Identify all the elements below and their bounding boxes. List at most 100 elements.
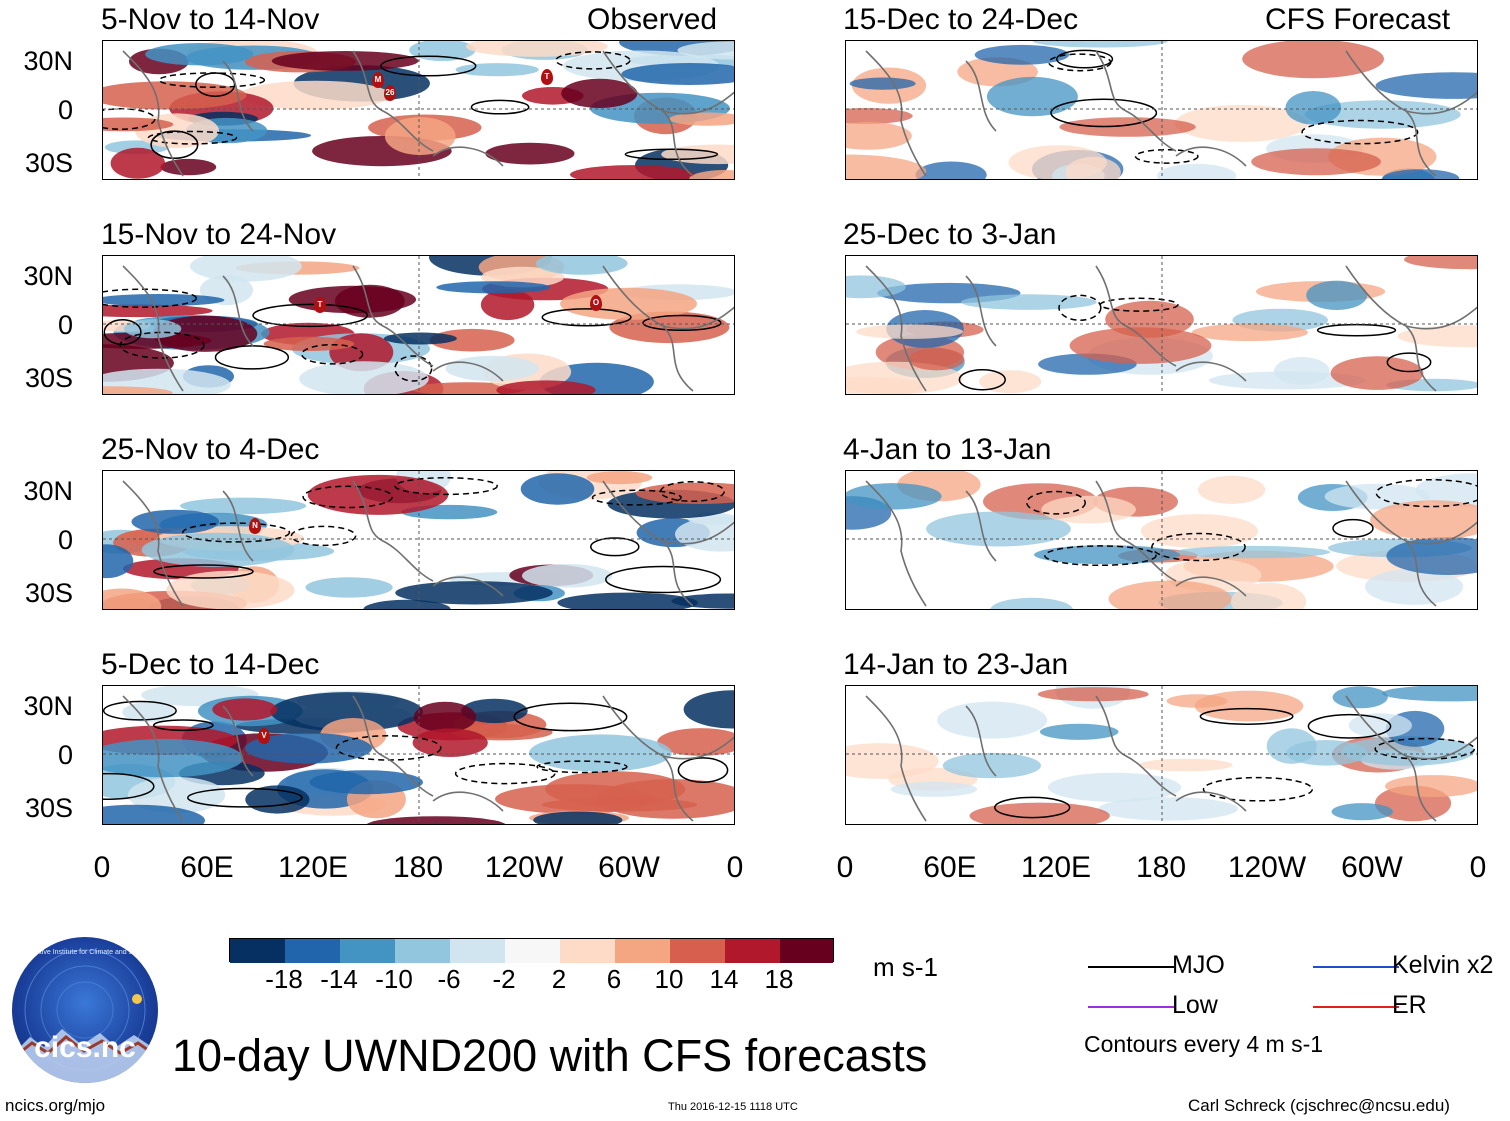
anomaly-blob <box>103 544 134 579</box>
colorbar-tick: -2 <box>492 964 516 994</box>
panel-5-title: 15-Dec to 24-Dec <box>843 3 1079 36</box>
mjo-contour <box>1307 713 1392 739</box>
anomaly-blob <box>103 386 173 394</box>
anomaly-blob <box>1365 568 1464 605</box>
anomaly-blob <box>1039 723 1119 740</box>
coastline <box>865 50 927 177</box>
colorbar-cell <box>395 939 450 963</box>
anomaly-blob <box>110 147 165 179</box>
mjo-contour <box>555 51 631 70</box>
timestamp: Thu 2016-12-15 1118 UTC <box>668 1101 798 1113</box>
coastline <box>1175 146 1247 167</box>
colorbar-tick: -10 <box>375 964 413 994</box>
lon-label: 180 <box>1135 851 1187 884</box>
anomaly-blob <box>461 698 528 724</box>
anomaly-blob <box>103 81 247 110</box>
coastline <box>1175 576 1247 597</box>
anomaly-blob <box>1098 797 1238 821</box>
anomaly-blob <box>657 728 734 756</box>
colorbar-cell <box>230 939 285 963</box>
coastline <box>965 490 997 562</box>
anomaly-blob <box>535 256 628 275</box>
storm-marker: T <box>314 297 326 313</box>
storm-marker: N <box>249 518 261 534</box>
map-panel-8 <box>845 685 1478 825</box>
mjo-contour <box>605 565 722 594</box>
anomaly-blob <box>429 328 515 352</box>
colorbar-cell <box>780 939 833 963</box>
anomaly-blob <box>669 112 734 126</box>
anomaly-blob <box>240 80 391 110</box>
mjo-contour <box>290 525 357 547</box>
anomaly-blob <box>305 577 393 598</box>
mjo-contour <box>103 108 156 130</box>
anomaly-blob <box>309 770 423 795</box>
anomaly-blob <box>245 733 372 764</box>
anomaly-blob <box>990 597 1074 609</box>
mjo-contour <box>182 522 291 543</box>
anomaly-blob <box>1330 356 1424 390</box>
mjo-contour <box>119 331 205 359</box>
figure-title: 10-day UWND200 with CFS forecasts <box>172 1030 928 1081</box>
anomaly-blob <box>145 43 254 66</box>
lon-label: 180 <box>392 851 444 884</box>
anomaly-blob <box>1198 475 1266 504</box>
anomaly-blob <box>1370 500 1477 540</box>
coastline <box>1175 361 1247 382</box>
lat-label-30s: 30S <box>24 148 73 178</box>
mjo-contour <box>591 489 682 506</box>
mjo-contour <box>1026 490 1086 515</box>
anomaly-blob <box>1174 545 1331 559</box>
mjo-contour <box>536 760 628 774</box>
coastline <box>865 695 927 822</box>
colorbar-cell <box>450 939 505 963</box>
logo-ring-text: Cooperative Institute for Climate and Sa… <box>13 949 157 956</box>
mjo-contour <box>394 355 433 382</box>
anomaly-blob <box>288 285 417 314</box>
colorbar-tick: 18 <box>764 964 794 994</box>
cics-logo: Cooperative Institute for Climate and Sa… <box>12 937 158 1083</box>
coastline <box>1095 695 1177 797</box>
legend-label-er: ER <box>1392 991 1427 1019</box>
lat-label-eq: 0 <box>57 740 73 770</box>
anomaly-blob <box>621 63 734 85</box>
coastline <box>122 695 184 822</box>
mjo-contour <box>994 796 1071 819</box>
map-panel-5 <box>845 40 1478 180</box>
anomaly-blob <box>1285 91 1342 125</box>
colorbar-units: m s-1 <box>873 952 938 982</box>
anomaly-blob <box>846 154 927 179</box>
coastline <box>432 576 504 597</box>
lat-label-30n: 30N <box>23 46 73 76</box>
mjo-contour <box>103 772 155 800</box>
legend-label-mjo: MJO <box>1172 951 1225 979</box>
site-link[interactable]: ncics.org/mjo <box>5 1096 106 1115</box>
anomaly-blob <box>270 692 423 732</box>
lon-label: 120E <box>1020 851 1092 884</box>
anomaly-blob <box>856 324 963 339</box>
anomaly-blob <box>1306 280 1368 310</box>
colorbar-tick: -18 <box>265 964 303 994</box>
mjo-contour <box>187 787 303 808</box>
anomaly-blob <box>307 474 449 515</box>
anomaly-blob <box>926 511 1071 547</box>
anomaly-blob <box>915 161 987 179</box>
map-panel-3 <box>102 470 735 610</box>
anomaly-blob <box>141 532 295 567</box>
lon-label: 0 <box>1469 851 1487 884</box>
colorbar-tick: -14 <box>320 964 358 994</box>
anomaly-blob <box>545 771 686 807</box>
coastline <box>352 695 434 797</box>
colorbar-cell <box>340 939 395 963</box>
coastline <box>222 705 254 777</box>
mjo-contour <box>1058 294 1102 321</box>
mjo-contour <box>153 564 254 579</box>
anomaly-blob <box>846 275 906 299</box>
anomaly-blob <box>1266 728 1317 764</box>
anomaly-blob <box>103 294 225 307</box>
anomaly-blob <box>937 701 1048 739</box>
anomaly-blob <box>1034 545 1180 565</box>
mjo-contour <box>103 288 198 308</box>
anomaly-blob <box>1140 514 1258 549</box>
coastline <box>122 265 184 392</box>
